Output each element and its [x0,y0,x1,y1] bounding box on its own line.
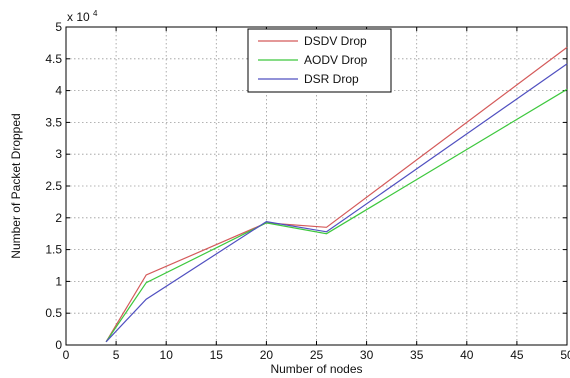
y-axis-label: Number of Packet Dropped [9,113,23,258]
y-tick-label: 4 [55,84,62,98]
series-line-dsr-drop [106,64,567,342]
x-tick-label: 40 [460,348,474,362]
y-tick-label: 0 [55,338,62,352]
x-tick-label: 25 [310,348,324,362]
x-tick-label: 5 [113,348,120,362]
x-tick-label: 10 [160,348,174,362]
y-tick-label: 2 [55,211,62,225]
legend-label: DSDV Drop [304,34,367,48]
x-axis-label: Number of nodes [270,362,362,376]
x-tick-label: 0 [63,348,70,362]
y-tick-label: 2.5 [45,179,62,193]
y-tick-label: 3.5 [45,115,62,129]
x-tick-label: 35 [410,348,424,362]
legend-label: DSR Drop [304,72,359,86]
legend: DSDV Drop AODV Drop DSR Drop [248,29,391,92]
legend-label: AODV Drop [304,53,368,67]
series-line-aodv-drop [106,89,567,341]
x-tick-label: 20 [260,348,274,362]
y-tick-label: 0.5 [45,306,62,320]
y-multiplier-label: x 10 4 [67,9,98,24]
x-tick-label: 30 [360,348,374,362]
y-tick-label: 4.5 [45,52,62,66]
y-tick-label: 1.5 [45,243,62,257]
x-tick-label: 15 [210,348,224,362]
y-tick-label: 5 [55,20,62,34]
x-tick-label: 50 [560,348,570,362]
y-tick-label: 3 [55,147,62,161]
y-multiplier-exponent: 4 [93,9,98,18]
y-multiplier-base: x 10 [67,10,90,24]
y-tick-label: 1 [55,274,62,288]
x-tick-label: 45 [510,348,524,362]
